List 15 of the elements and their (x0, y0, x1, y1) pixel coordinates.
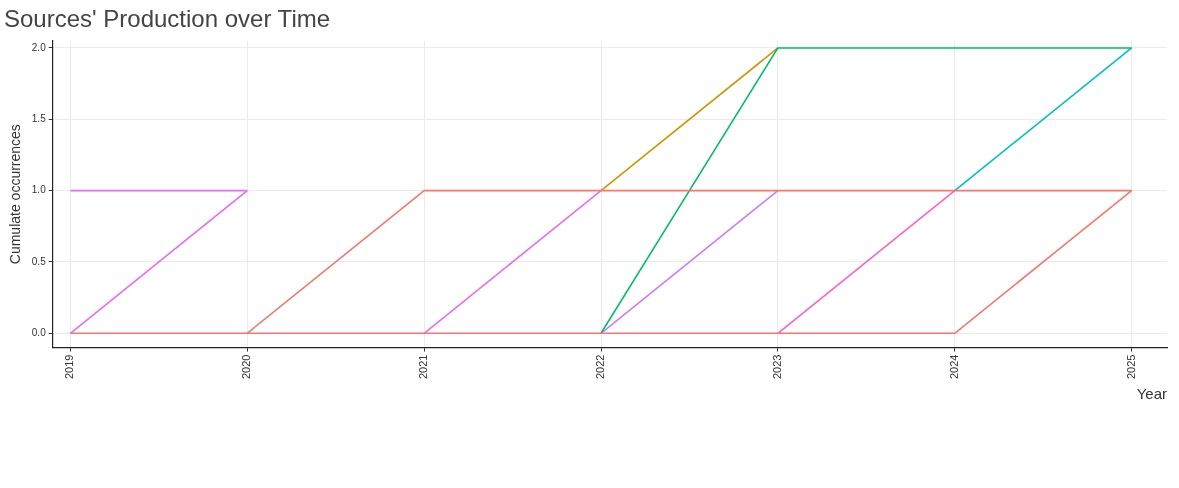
x-tick-label: 2023 (770, 354, 783, 380)
y-axis-title: Cumulate occurrences (7, 124, 24, 265)
x-tick-label: 2024 (947, 354, 960, 380)
chart-title: Sources' Production over Time (4, 5, 331, 33)
x-tick-label: 2019 (63, 354, 76, 380)
x-tick-label: 2022 (594, 354, 607, 380)
x-axis-title: Year (1136, 385, 1167, 403)
y-tick-label: 0.5 (31, 255, 47, 267)
y-tick-label: 2.0 (31, 41, 47, 53)
x-tick-label: 2020 (240, 354, 253, 380)
y-tick-label: 0.0 (31, 327, 47, 339)
y-tick-label: 1.0 (31, 184, 47, 196)
y-tick-label: 1.5 (31, 113, 47, 125)
x-tick-label: 2021 (417, 354, 430, 380)
x-tick-label: 2025 (1124, 354, 1137, 380)
